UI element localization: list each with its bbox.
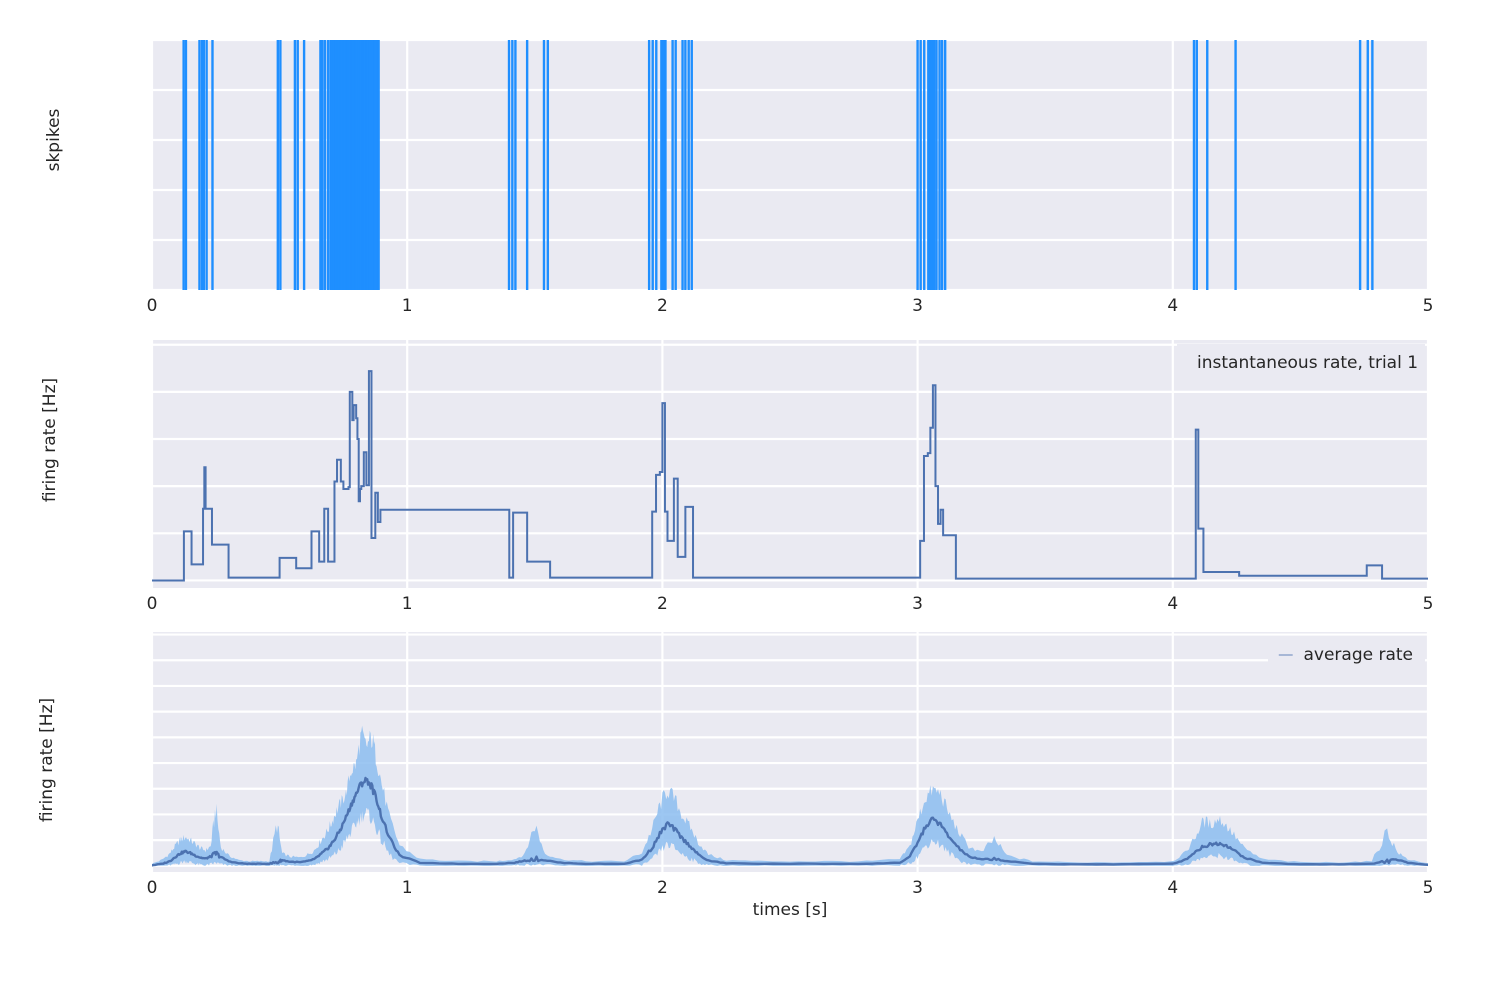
x-tick-label: 3	[912, 878, 924, 898]
x-tick-label: 4	[1167, 878, 1179, 898]
panel-instantaneous-rate: firing rate [Hz] 050100150200250 instant…	[40, 340, 1434, 614]
x-tick-label: 3	[912, 594, 924, 614]
x-tick-label: 5	[1422, 878, 1434, 898]
average-rate-legend: average rate	[1268, 636, 1425, 674]
raster-plot-canvas	[152, 40, 1428, 290]
legend-label-average-rate: average rate	[1303, 645, 1413, 665]
x-tick-label: 1	[401, 594, 413, 614]
x-tick-label: 4	[1167, 594, 1179, 614]
x-tick-label: 1	[401, 878, 413, 898]
instantaneous-rate-x-tick-labels: 0 1 2 3 4 5	[146, 594, 1434, 614]
legend-line-swatch-average	[1278, 654, 1293, 656]
average-rate-plot-canvas	[152, 632, 1428, 872]
average-rate-mean-line	[152, 776, 1428, 867]
average-rate-confidence-band	[152, 725, 1428, 866]
legend-label-instantaneous-rate: instantaneous rate, trial 1	[1197, 353, 1419, 373]
spike-raster-lines	[182, 40, 1374, 290]
x-tick-label: 1	[401, 296, 413, 316]
x-tick-label: 2	[656, 296, 668, 316]
x-tick-label: 0	[146, 878, 158, 898]
raster-x-tick-labels: 0 1 2 3 4 5	[0, 0, 1500, 320]
x-axis-label: times [s]	[752, 900, 828, 920]
x-tick-label: 0	[146, 594, 158, 614]
x-tick-label: 2	[656, 878, 668, 898]
raster-axes-area	[152, 40, 1428, 290]
x-tick-label: 5	[1422, 296, 1434, 316]
instantaneous-rate-legend: instantaneous rate, trial 1	[1177, 344, 1425, 382]
x-tick-label: 3	[912, 296, 924, 316]
instantaneous-rate-plot-canvas	[152, 340, 1428, 588]
x-tick-label: 4	[1167, 296, 1179, 316]
x-tick-label: 2	[656, 594, 668, 614]
x-tick-label: 5	[1422, 594, 1434, 614]
average-rate-axes-area	[152, 632, 1428, 872]
x-tick-label: 0	[146, 296, 158, 316]
instantaneous-rate-trace	[152, 370, 1428, 582]
